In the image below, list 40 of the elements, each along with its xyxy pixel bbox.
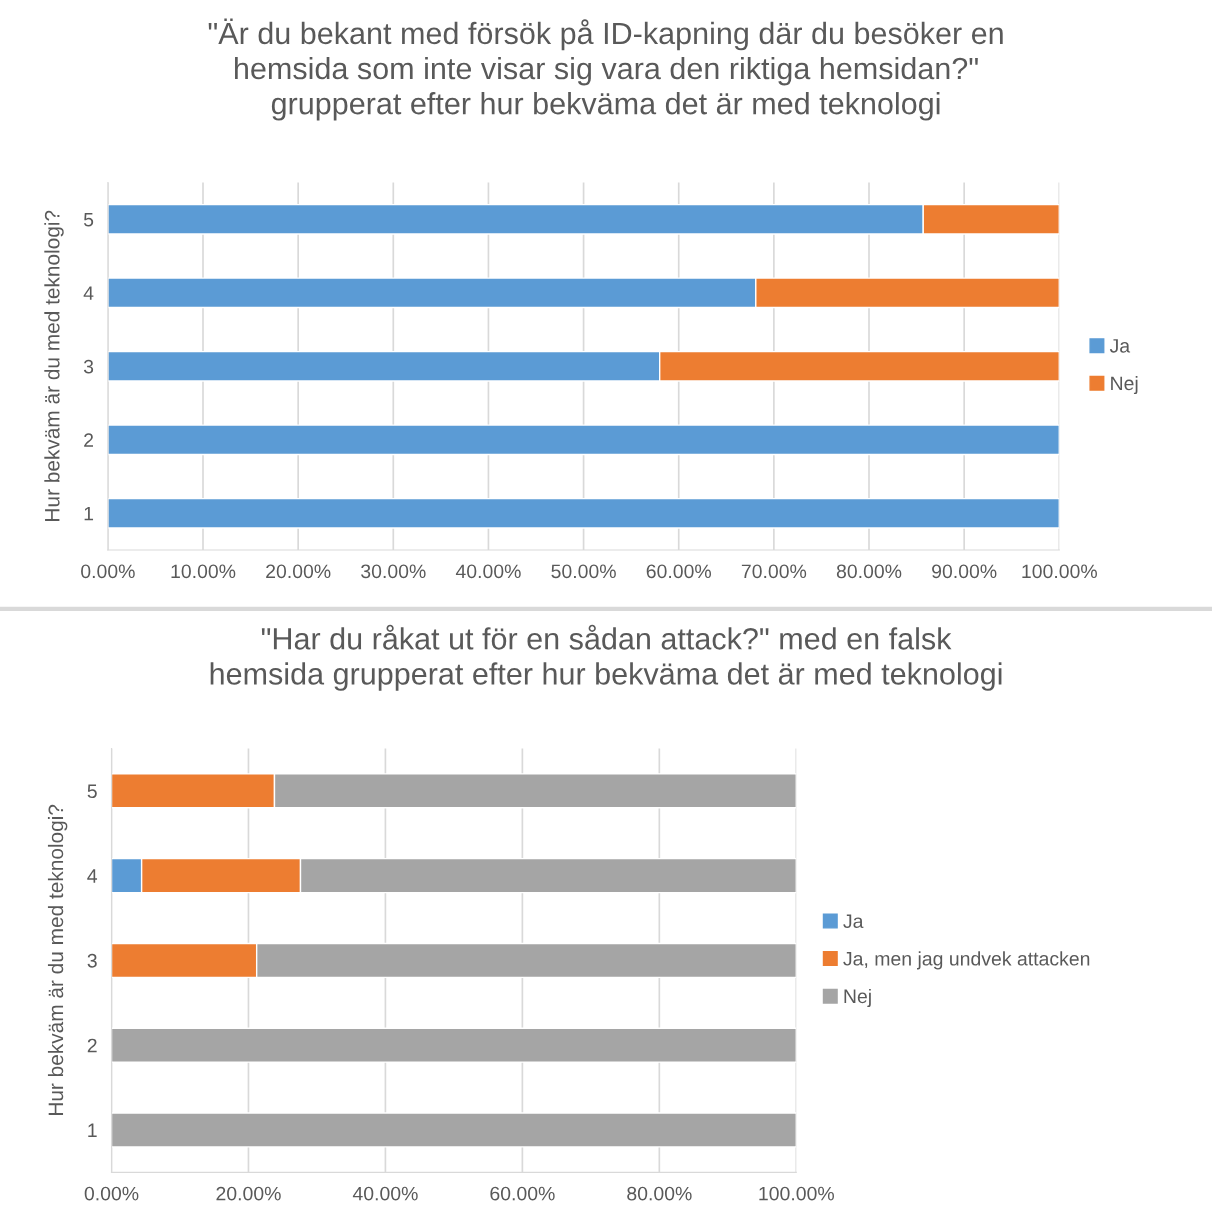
legend-label: Ja bbox=[1109, 339, 1131, 353]
x-tick-label: 0.00% bbox=[84, 1186, 139, 1201]
y-tick-label: 2 bbox=[87, 1038, 97, 1053]
y-axis-title: Hur bekväm är du med teknologi? bbox=[44, 210, 64, 521]
legend-label: Ja bbox=[843, 914, 864, 929]
x-tick-label: 60.00% bbox=[646, 564, 711, 579]
x-tick-label: 90.00% bbox=[932, 564, 997, 579]
x-tick-label: 100.00% bbox=[1022, 564, 1097, 579]
y-tick-label: 5 bbox=[87, 784, 97, 799]
legend-label: Nej bbox=[1111, 376, 1138, 395]
x-tick-label: 70.00% bbox=[741, 564, 807, 579]
legend-label: Nej bbox=[844, 988, 871, 1008]
y-tick-label: 4 bbox=[83, 286, 94, 300]
y-tick-label: 5 bbox=[83, 212, 94, 227]
y-tick-label: 3 bbox=[87, 953, 97, 968]
chart-title: "Är du bekant med försök på ID-kapning där du besöker en hemsida som inte visar sig vara den riktiga hemsidan?" grupperat efter hur bekväma det är med teknologi bbox=[208, 18, 1003, 121]
x-tick-label: 100.00% bbox=[759, 1186, 834, 1201]
bar bbox=[111, 1112, 797, 1148]
x-tick-label: 30.00% bbox=[361, 564, 426, 579]
y-tick-label: 2 bbox=[84, 433, 93, 447]
x-tick-label: 20.00% bbox=[216, 1186, 281, 1201]
x-tick-label: 40.00% bbox=[352, 1186, 418, 1201]
x-tick-label: 80.00% bbox=[627, 1186, 692, 1201]
bar bbox=[107, 497, 1060, 529]
x-tick-label: 50.00% bbox=[551, 564, 616, 579]
y-tick-label: 1 bbox=[84, 506, 94, 521]
x-tick-label: 40.00% bbox=[455, 564, 521, 579]
x-tick-label: 20.00% bbox=[266, 564, 331, 579]
bar bbox=[111, 1027, 797, 1063]
y-tick-label: 1 bbox=[88, 1123, 97, 1137]
x-tick-label: 60.00% bbox=[490, 1186, 555, 1201]
x-tick-label: 0.00% bbox=[81, 564, 135, 579]
bar bbox=[107, 424, 1060, 456]
chart-title: "Har du råkat ut för en sådan attack?" med en falsk hemsida grupperat efter hur bekväma det är med teknologi bbox=[210, 624, 1002, 691]
x-tick-label: 80.00% bbox=[836, 564, 902, 579]
x-tick-label: 10.00% bbox=[171, 564, 236, 579]
y-tick-label: 3 bbox=[83, 359, 94, 374]
y-axis-title: Hur bekväm är du med teknologi? bbox=[47, 804, 68, 1116]
y-tick-label: 4 bbox=[87, 869, 98, 883]
legend-label: Ja, men jag undvek attacken bbox=[843, 951, 1090, 970]
